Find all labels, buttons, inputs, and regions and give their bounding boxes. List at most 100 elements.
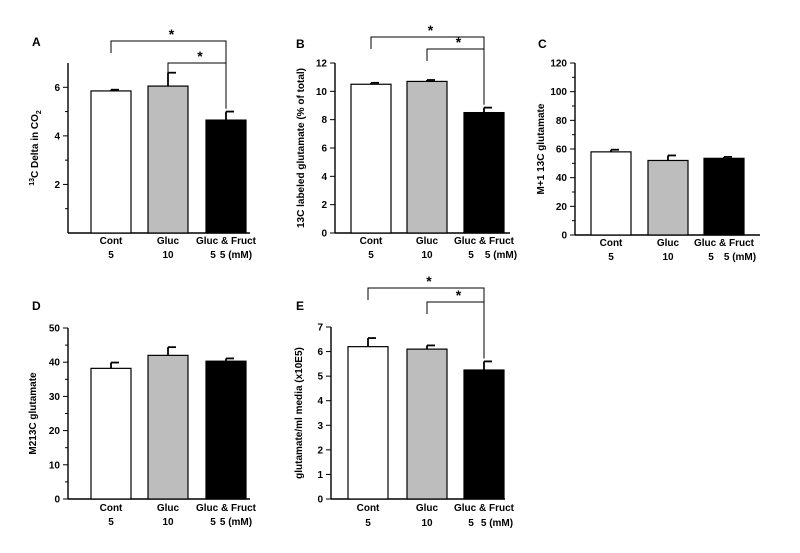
bar-cont <box>90 367 132 500</box>
y-tick-label: 50 <box>49 324 61 335</box>
y-tick-label: 7 <box>317 323 323 334</box>
y-tick-label: 2 <box>54 180 60 191</box>
category-sublabel: 5 <box>365 518 371 529</box>
y-axis-label: M213C glutamate <box>28 372 39 455</box>
significance-bracket <box>167 62 227 109</box>
category-sublabel: 10 <box>421 518 433 529</box>
y-tick-label: 8 <box>321 115 327 126</box>
category-sublabel: 5 <box>608 252 614 263</box>
significance-bracket <box>426 301 485 359</box>
y-axis-label: 13C labeled glutamate (% of total) <box>296 68 307 228</box>
panel-d: D 0 10 20 30 40 50 M213C glutamate Cont 5 Gluc 10 Gl… <box>28 299 257 528</box>
category-label: Gluc <box>416 236 439 247</box>
significance-star: * <box>426 273 432 289</box>
panel-e: E 0 1 2 3 4 5 6 7 glutamate/ml media (x10E5) Cont 5… <box>294 273 515 529</box>
y-tick-label: 10 <box>49 460 61 471</box>
category-label: Gluc <box>416 503 439 514</box>
panel-a: A 2 4 6 13C Delta in CO2 Cont 5 Gluc 10 Gluc & Fr… <box>29 26 257 261</box>
panel-letter: B <box>296 37 305 51</box>
significance-star: * <box>456 34 462 50</box>
bar-gluc <box>647 159 689 236</box>
bar-cont <box>347 346 389 500</box>
y-tick-label: 4 <box>54 131 60 142</box>
panel-letter: C <box>538 37 547 51</box>
y-tick-label: 40 <box>556 173 568 184</box>
bar-gluc <box>147 85 189 234</box>
y-tick-label: 0 <box>54 495 60 506</box>
bar-gluc-fruct <box>205 360 247 500</box>
bar-gluc-fruct <box>703 157 745 236</box>
y-axis-label: M+1 13C glutamate <box>536 103 547 194</box>
significance-star: * <box>456 287 462 303</box>
category-label: Cont <box>100 503 123 514</box>
y-tick-label: 6 <box>321 144 327 155</box>
bar-gluc <box>147 354 189 500</box>
panel-letter: E <box>296 299 304 313</box>
y-tick-label: 4 <box>317 396 323 407</box>
bar-cont <box>90 90 132 234</box>
category-label: Gluc & Fruct <box>694 238 755 249</box>
y-tick-label: 40 <box>49 358 61 369</box>
category-label: Gluc & Fruct <box>454 503 515 514</box>
bar-gluc-fruct <box>463 111 505 234</box>
category-sublabel: 10 <box>162 517 174 528</box>
y-tick-label: 120 <box>550 59 567 70</box>
category-label: Cont <box>360 236 383 247</box>
bar-gluc-fruct <box>463 369 505 500</box>
category-label: Cont <box>600 238 623 249</box>
y-tick-label: 60 <box>556 145 568 156</box>
category-label: Gluc <box>157 236 180 247</box>
bar-gluc <box>406 80 448 234</box>
category-sublabel: 5 <box>708 252 714 263</box>
y-tick-label: 0 <box>317 495 323 506</box>
y-tick-label: 1 <box>317 470 323 481</box>
unit-label: 5 (mM) <box>481 518 513 529</box>
category-label: Gluc & Fruct <box>454 236 515 247</box>
unit-label: 5 (mM) <box>220 517 252 528</box>
category-sublabel: 5 <box>210 250 216 261</box>
unit-label: 5 (mM) <box>220 250 252 261</box>
category-label: Gluc & Fruct <box>196 503 257 514</box>
y-tick-label: 80 <box>556 116 568 127</box>
category-label: Gluc <box>657 238 680 249</box>
y-tick-label: 30 <box>49 392 61 403</box>
category-sublabel: 5 <box>468 250 474 261</box>
bar-cont <box>350 83 392 234</box>
y-tick-label: 20 <box>49 426 61 437</box>
panel-b: B 0 2 4 6 8 10 12 13C labeled glutamate (% of to… <box>296 22 517 261</box>
significance-star: * <box>197 48 203 64</box>
bar-gluc-fruct <box>205 119 247 234</box>
y-axis-label: glutamate/ml media (x10E5) <box>294 347 305 479</box>
category-sublabel: 5 <box>108 517 114 528</box>
y-tick-label: 0 <box>561 231 567 242</box>
y-tick-label: 6 <box>317 347 323 358</box>
significance-star: * <box>428 22 434 38</box>
y-tick-label: 100 <box>550 87 567 98</box>
y-axis-label: 13C Delta in CO2 <box>29 110 43 186</box>
category-label: Cont <box>100 236 123 247</box>
significance-bracket <box>426 48 485 105</box>
category-sublabel: 10 <box>662 252 674 263</box>
category-sublabel: 10 <box>162 250 174 261</box>
category-label: Gluc & Fruct <box>196 236 257 247</box>
y-tick-label: 10 <box>316 87 328 98</box>
panel-letter: D <box>32 299 41 313</box>
unit-label: 5 (mM) <box>724 252 756 263</box>
category-sublabel: 5 <box>468 518 474 529</box>
significance-star: * <box>169 26 175 42</box>
y-tick-label: 6 <box>54 83 60 94</box>
panel-letter: A <box>32 35 41 49</box>
category-sublabel: 10 <box>421 250 433 261</box>
unit-label: 5 (mM) <box>485 250 517 261</box>
y-tick-label: 4 <box>321 172 327 183</box>
y-tick-label: 20 <box>556 202 568 213</box>
category-label: Cont <box>357 503 380 514</box>
category-label: Gluc <box>157 503 180 514</box>
y-tick-label: 2 <box>321 200 327 211</box>
bar-cont <box>590 151 632 236</box>
y-tick-label: 12 <box>316 59 328 70</box>
category-sublabel: 5 <box>368 250 374 261</box>
y-tick-label: 2 <box>317 445 323 456</box>
y-tick-label: 5 <box>317 372 323 383</box>
